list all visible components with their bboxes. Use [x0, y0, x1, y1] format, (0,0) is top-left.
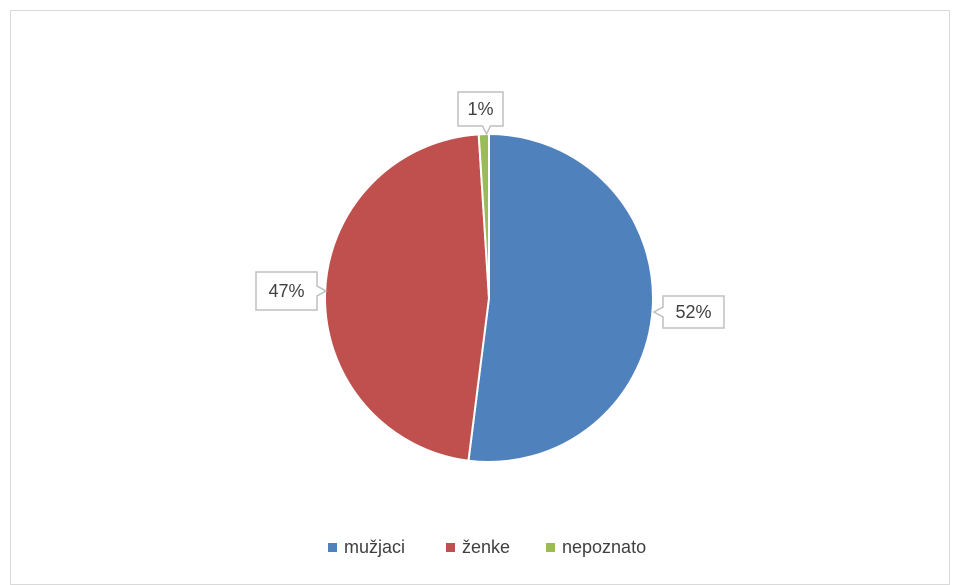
legend-item-2: ženke [446, 537, 510, 557]
legend-label: nepoznato [562, 537, 646, 557]
legend-label: mužjaci [344, 537, 405, 557]
legend-item-1: mužjaci [328, 537, 405, 557]
data-label-text: 52% [675, 302, 711, 322]
callout-box [457, 91, 504, 136]
pie-slice-2 [324, 133, 491, 462]
data-label-callouts: 52% 47% 1% [255, 91, 725, 329]
callout-box [255, 271, 328, 311]
legend-swatch [328, 543, 337, 552]
pie-slices [324, 132, 654, 463]
data-label-2: 47% [255, 271, 328, 311]
data-label-1: 52% [652, 295, 725, 329]
pie-slice-1 [467, 132, 654, 463]
legend-label: ženke [462, 537, 510, 557]
data-label-text: 47% [268, 281, 304, 301]
legend-swatch [446, 543, 455, 552]
legend-swatch [546, 543, 555, 552]
callout-box [652, 295, 725, 329]
data-label-text: 1% [467, 99, 493, 119]
data-label-3: 1% [457, 91, 504, 136]
legend: mužjaci ženke nepoznato [328, 537, 646, 557]
legend-item-3: nepoznato [546, 537, 646, 557]
pie-slice-3 [477, 132, 490, 299]
